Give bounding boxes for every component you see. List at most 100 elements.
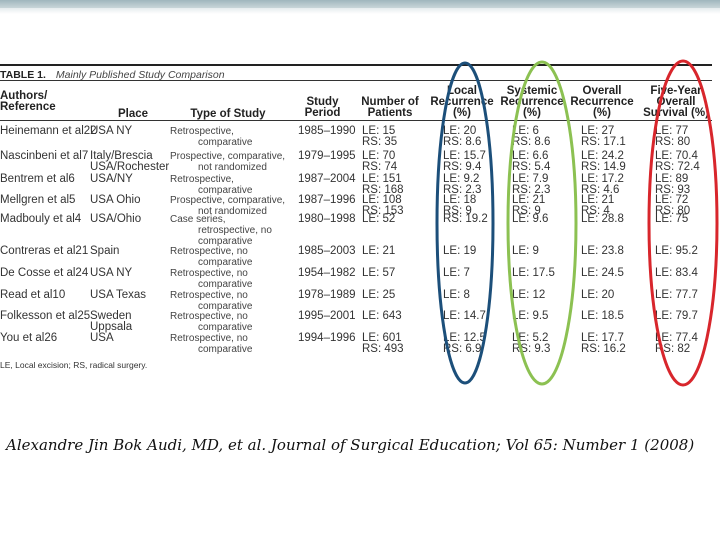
cell-survival: RS: 72.4 — [655, 161, 700, 173]
cell-author: Contreras et al21 — [0, 245, 89, 257]
cell-overall: LE: 27 — [581, 125, 615, 137]
cell-period: 1985–2003 — [298, 245, 356, 257]
cell-type: Retrospective, no — [170, 333, 248, 344]
header-rule-bottom — [0, 120, 712, 121]
cell-period: 1987–1996 — [298, 194, 356, 206]
cell-patients: RS: 493 — [362, 343, 404, 355]
cell-author: Heinemann et al22 — [0, 125, 97, 137]
cell-author: Nascinbeni et al7 — [0, 150, 89, 162]
cell-author: Madbouly et al4 — [0, 213, 82, 225]
cell-type: comparative — [198, 322, 253, 333]
cell-systemic: RS: 9.3 — [512, 343, 551, 355]
cell-local: RS: 9.4 — [443, 161, 482, 173]
cell-survival: LE: 77.7 — [655, 289, 698, 301]
cell-type: comparative — [198, 137, 253, 148]
header-overall-recurrence: Overall Recurrence (%) — [570, 85, 634, 119]
table-title-text: Mainly Published Study Comparison — [55, 69, 225, 81]
slide-top-bar — [0, 0, 720, 8]
cell-overall: RS: 4.6 — [581, 184, 620, 196]
cell-period: 1979–1995 — [298, 150, 356, 162]
cell-period: 1994–1996 — [298, 332, 356, 344]
cell-local: LE: 8 — [443, 289, 470, 301]
cell-type: Retrospective, no — [170, 290, 248, 301]
cell-overall: LE: 17.2 — [581, 173, 624, 185]
cell-patients: LE: 643 — [362, 310, 402, 322]
cell-local: RS: 19.2 — [443, 213, 488, 225]
cell-type: Retrospective, no — [170, 311, 248, 322]
cell-local: LE: 7 — [443, 267, 470, 279]
cell-survival: LE: 79.7 — [655, 310, 698, 322]
cell-type: Prospective, comparative, — [170, 195, 286, 206]
cell-place: Italy/Brescia — [90, 150, 153, 162]
cell-patients: LE: 15 — [362, 125, 396, 137]
table-title: TABLE 1. Mainly Published Study Compariso… — [0, 69, 225, 81]
cell-author: De Cosse et al24 — [0, 267, 89, 279]
cell-place: Sweden — [90, 310, 132, 322]
header-rule-top — [0, 80, 712, 81]
cell-author: Bentrem et al6 — [0, 173, 75, 185]
table-label: TABLE 1. — [0, 69, 46, 81]
cell-place: USA — [90, 332, 114, 344]
cell-author: Folkesson et al25 — [0, 310, 91, 322]
cell-type: Retrospective, no — [170, 246, 248, 257]
cell-type: retrospective, no — [198, 225, 272, 236]
cell-type: comparative — [198, 185, 253, 196]
cell-overall: LE: 24.2 — [581, 150, 624, 162]
cell-patients: LE: 151 — [362, 173, 402, 185]
cell-patients: LE: 52 — [362, 213, 396, 225]
cell-systemic: LE: 17.5 — [512, 267, 555, 279]
cell-survival: LE: 95.2 — [655, 245, 698, 257]
cell-overall: LE: 21 — [581, 194, 615, 206]
cell-patients: LE: 25 — [362, 289, 396, 301]
citation-text: Alexandre Jin Bok Audi, MD, et al. Journ… — [6, 436, 695, 454]
cell-local: LE: 14.7 — [443, 310, 486, 322]
cell-patients: RS: 153 — [362, 205, 404, 217]
cell-period: 1978–1989 — [298, 289, 356, 301]
cell-place: USA/NY — [90, 173, 133, 185]
cell-place: Spain — [90, 245, 120, 257]
cell-overall: LE: 24.5 — [581, 267, 624, 279]
header-place: Place — [117, 108, 149, 120]
table-footnote: LE, Local excision; RS, radical surgery. — [0, 360, 148, 370]
header-period: Study Period — [304, 96, 341, 119]
cell-type: comparative — [198, 279, 253, 290]
header-local-recurrence: Local Recurrence (%) — [430, 85, 494, 119]
cell-overall: RS: 4 — [581, 205, 610, 217]
cell-type: comparative — [198, 301, 253, 312]
cell-overall: RS: 17.1 — [581, 136, 626, 148]
cell-patients: LE: 108 — [362, 194, 402, 206]
cell-type: comparative — [198, 344, 253, 355]
cell-overall: LE: 17.7 — [581, 332, 624, 344]
cell-type: Retrospective, no — [170, 268, 248, 279]
cell-survival: RS: 80 — [655, 136, 691, 148]
cell-systemic: LE: 9.6 — [512, 213, 549, 225]
header-systemic-recurrence: Systemic Recurrence (%) — [500, 85, 564, 119]
cell-overall: LE: 23.8 — [581, 245, 624, 257]
cell-systemic: RS: 8.6 — [512, 136, 551, 148]
cell-survival: LE: 83.4 — [655, 267, 698, 279]
cell-overall: RS: 16.2 — [581, 343, 626, 355]
cell-period: 1980–1998 — [298, 213, 356, 225]
cell-patients: RS: 74 — [362, 161, 398, 173]
cell-place: USA/Ohio — [90, 213, 142, 225]
cell-type: comparative — [198, 257, 253, 268]
cell-survival: RS: 82 — [655, 343, 691, 355]
cell-patients: LE: 21 — [362, 245, 396, 257]
cell-type: Case series, — [170, 214, 226, 225]
cell-place: Uppsala — [90, 321, 133, 333]
header-type: Type of Study — [190, 108, 266, 120]
cell-period: 1985–1990 — [298, 125, 356, 137]
cell-overall: LE: 18.5 — [581, 310, 624, 322]
cell-place: USA NY — [90, 125, 133, 137]
cell-overall: LE: 28.8 — [581, 213, 624, 225]
cell-patients: LE: 57 — [362, 267, 396, 279]
cell-author: Mellgren et al5 — [0, 194, 76, 206]
cell-systemic: RS: 5.4 — [512, 161, 551, 173]
cell-local: RS: 6.9 — [443, 343, 482, 355]
cell-local: LE: 19 — [443, 245, 477, 257]
cell-type: Retrospective, — [170, 174, 234, 185]
cell-period: 1954–1982 — [298, 267, 356, 279]
cell-type: not randomized — [198, 162, 267, 173]
cell-overall: LE: 20 — [581, 289, 615, 301]
cell-local: RS: 8.6 — [443, 136, 482, 148]
